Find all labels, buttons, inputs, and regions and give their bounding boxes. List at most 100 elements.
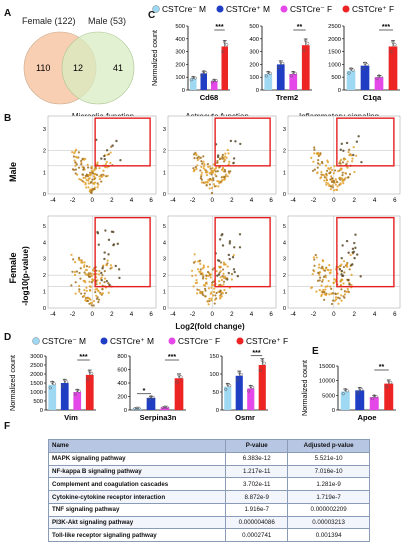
gene-point: [85, 289, 88, 292]
gene-point: [85, 268, 89, 272]
gene-point: [328, 293, 331, 296]
y-tick-label: 0: [332, 408, 335, 414]
y-tick-label: 0: [338, 88, 341, 94]
gene-point: [345, 239, 349, 243]
gene-point: [230, 278, 233, 281]
data-point: [73, 392, 77, 396]
table-cell: 6.383e-12: [225, 451, 289, 466]
gene-point: [98, 273, 101, 276]
gene-point: [85, 178, 88, 182]
gene-point: [324, 267, 328, 270]
gene-point: [103, 157, 106, 161]
volcano-female-inflammatory: 0 1 2 3 4 5 -4 -2 0 2 4 6: [283, 215, 401, 318]
x-tick-label: -4: [170, 197, 176, 204]
data-point: [235, 378, 239, 382]
pathway-table: Name P-value Adjusted p-value MAPK signa…: [47, 439, 370, 543]
y-tick-label: 1000: [328, 62, 341, 68]
chart-title: Osmr: [235, 413, 255, 422]
gene-point: [199, 156, 202, 159]
gene-point: [73, 260, 77, 264]
legend-item: CSTCre⁺ F: [342, 4, 394, 14]
gene-point: [212, 179, 215, 182]
gene-point: [325, 178, 328, 182]
data-point: [302, 49, 306, 53]
gene-point: [340, 142, 344, 146]
table-cell: 5.521e-10: [287, 451, 370, 466]
data-point: [351, 68, 355, 72]
data-point: [374, 395, 378, 399]
table-cell: 0.000002209: [287, 502, 370, 517]
gene-point: [209, 292, 212, 295]
gene-point: [91, 178, 94, 181]
venn-male-only: 41: [113, 63, 123, 73]
gene-point: [232, 254, 235, 257]
gene-point: [75, 270, 78, 273]
gene-point: [80, 261, 83, 264]
gene-point: [205, 277, 208, 280]
y-tick-label: 1: [163, 170, 166, 176]
gene-point: [347, 176, 350, 179]
y-tick-label: 5000: [322, 393, 335, 399]
volcano-male-inflammatory: 0 1 2 3 -4 -2 0 2 4 6: [283, 115, 401, 204]
gene-point: [195, 153, 198, 156]
gene-point: [217, 185, 220, 188]
data-point: [65, 380, 69, 384]
gene-point: [328, 264, 331, 267]
y-tick-label: 15000: [319, 364, 335, 370]
gene-point: [327, 182, 330, 185]
bar: [132, 408, 142, 410]
gene-point: [352, 153, 355, 157]
data-point: [389, 380, 393, 385]
gene-point: [340, 269, 344, 273]
gene-point: [76, 156, 79, 159]
gene-point: [83, 264, 86, 267]
gene-point: [313, 146, 316, 149]
gene-point: [98, 269, 101, 273]
gene-point: [221, 156, 224, 159]
gene-point: [200, 173, 203, 176]
data-point: [200, 73, 204, 77]
y-tick-label: 3: [43, 257, 46, 263]
gene-point: [90, 274, 93, 278]
x-tick-label: 4: [130, 311, 134, 318]
gene-point: [102, 169, 105, 172]
gene-point: [83, 158, 86, 161]
data-point: [387, 379, 391, 383]
gene-point: [321, 280, 324, 283]
x-tick-label: -4: [290, 197, 296, 204]
gene-point: [325, 183, 328, 186]
gene-point: [211, 268, 214, 271]
gene-point: [219, 180, 222, 183]
gene-point: [326, 159, 329, 162]
gene-point: [86, 163, 89, 166]
y-tick-label: 400: [249, 37, 259, 43]
gene-point: [105, 264, 108, 267]
gene-point: [206, 170, 209, 174]
gene-point: [104, 162, 108, 166]
gene-point: [73, 273, 77, 277]
y-tick-label: 4: [163, 240, 166, 246]
gene-point: [73, 270, 77, 274]
gene-point: [228, 242, 232, 245]
y-tick-label: 1500: [328, 50, 341, 56]
gene-point: [341, 161, 345, 164]
gene-point: [85, 273, 88, 276]
gene-point: [96, 161, 99, 164]
data-point: [375, 77, 379, 81]
gene-point: [323, 298, 326, 301]
gene-point: [318, 263, 321, 266]
volcano-female-microglia: 0 1 2 3 4 5 -4 -2 0 2 4 6: [43, 215, 157, 318]
gene-point: [80, 159, 83, 163]
y-tick-label: 0: [43, 192, 46, 198]
gene-point: [95, 283, 98, 286]
data-point: [361, 67, 365, 71]
data-point: [385, 385, 389, 389]
gene-point: [101, 273, 104, 277]
gene-point: [319, 176, 322, 180]
gene-point: [228, 240, 232, 243]
gene-point: [195, 292, 199, 295]
x-tick-label: 4: [373, 311, 377, 318]
gene-point: [350, 283, 353, 287]
volcano-male-microglia: 0 1 2 3 -4 -2 0 2 4 6: [43, 115, 157, 204]
gene-point: [82, 176, 85, 179]
